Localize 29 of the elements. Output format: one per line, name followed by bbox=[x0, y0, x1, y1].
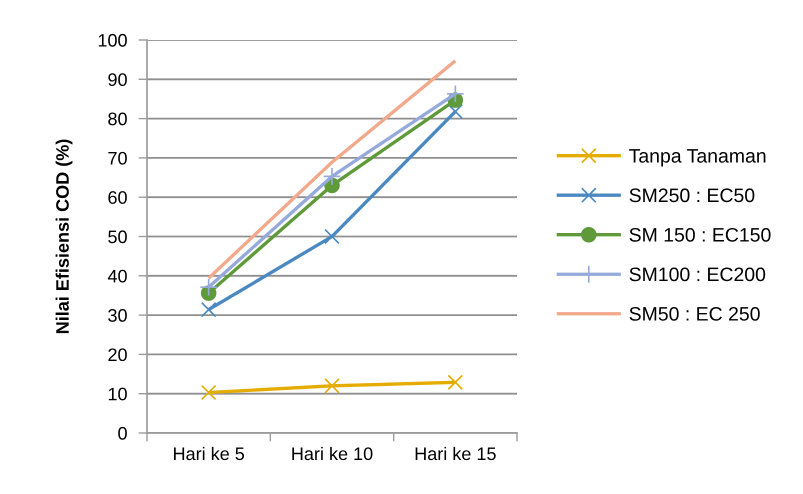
point bbox=[324, 228, 340, 244]
y-tick-label: 80 bbox=[108, 112, 127, 126]
legend-label: SM 150 : EC150 bbox=[630, 228, 771, 242]
y-tick-label: 30 bbox=[108, 309, 127, 322]
point bbox=[448, 374, 464, 390]
y-tick-label: 90 bbox=[108, 73, 127, 86]
point bbox=[446, 84, 464, 104]
legend-label: SM50 : EC 250 bbox=[630, 306, 760, 321]
x-tick-label: Hari ke 5 bbox=[174, 446, 244, 460]
y-tick-label: 10 bbox=[108, 388, 127, 400]
x-tick-label: Hari ke 15 bbox=[416, 446, 496, 460]
legend-label: SM250 : EC50 bbox=[630, 188, 754, 202]
y-tick-label: 20 bbox=[108, 348, 127, 362]
point bbox=[448, 104, 464, 120]
y-tick-label: 0 bbox=[118, 426, 127, 440]
legend-label: SM100 : EC200 bbox=[630, 267, 766, 282]
y-tick-label: 40 bbox=[108, 270, 127, 283]
y-tick-label: 100 bbox=[98, 34, 127, 47]
x-tick-label: Hari ke 10 bbox=[292, 446, 372, 460]
y-tick-label: 60 bbox=[108, 191, 127, 204]
point bbox=[324, 378, 340, 394]
point bbox=[200, 302, 216, 318]
legend-label: Tanpa Tanaman bbox=[629, 149, 766, 167]
point bbox=[322, 167, 342, 186]
point bbox=[200, 384, 216, 400]
y-axis-title: Nilai Efisiensi COD (%) bbox=[56, 140, 72, 334]
y-tick-label: 50 bbox=[108, 230, 127, 244]
point bbox=[200, 278, 218, 296]
y-tick-label: 70 bbox=[108, 152, 127, 165]
